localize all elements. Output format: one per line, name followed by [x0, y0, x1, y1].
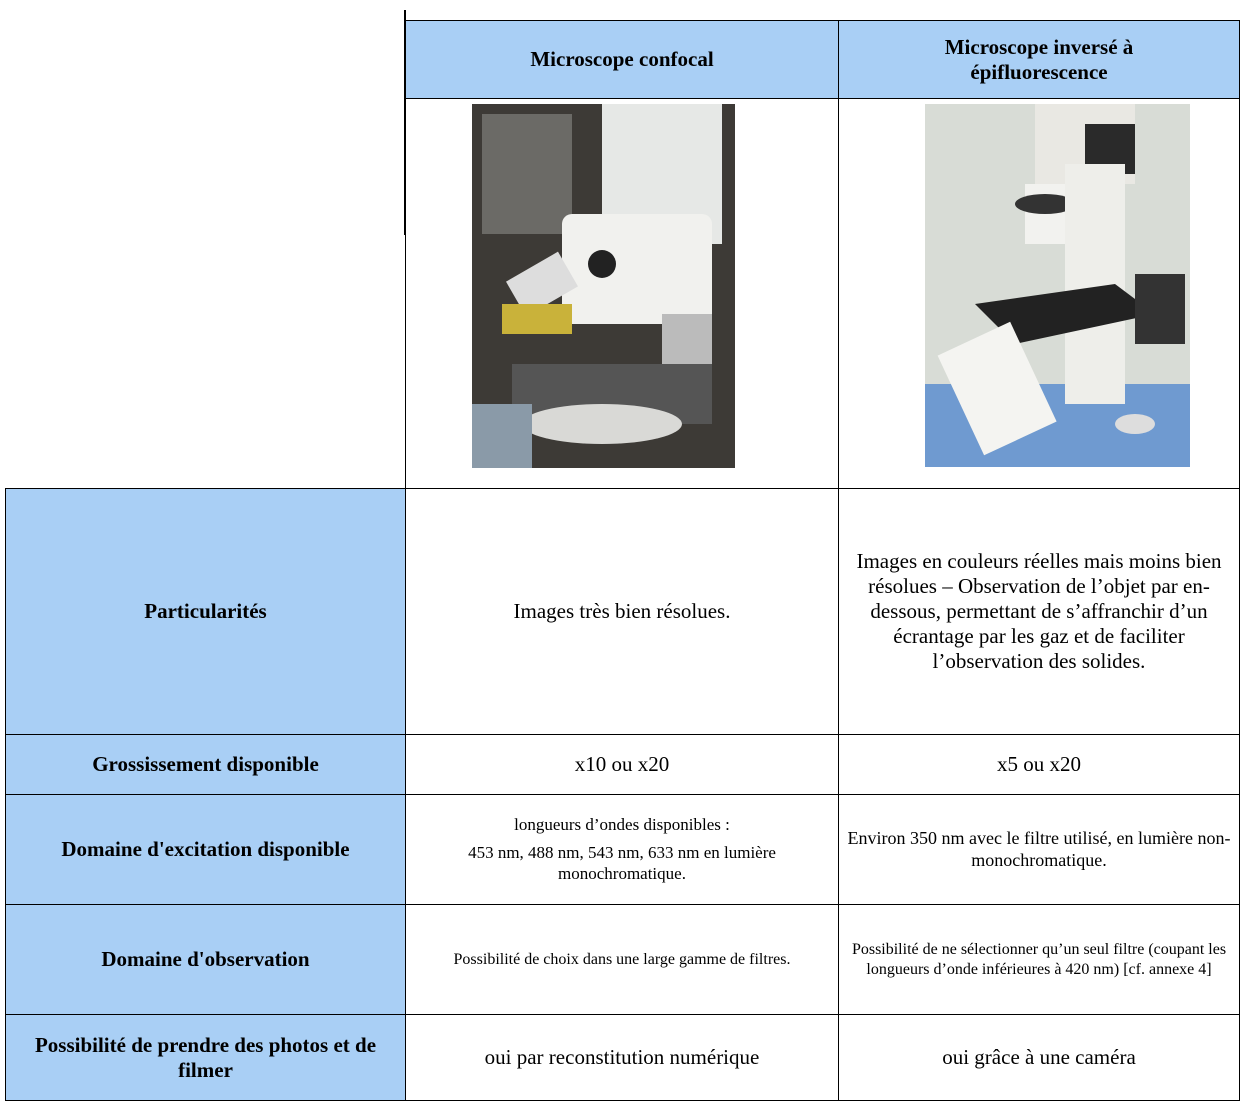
row-label: Domaine d'excitation disponible	[5, 794, 406, 905]
cell: x5 ou x20	[838, 734, 1240, 795]
header-cell: Microscope inversé à épifluorescence	[838, 20, 1240, 99]
paragraph: longueurs d’ondes disponibles :	[514, 814, 730, 834]
cell: Images en couleurs réelles mais moins bi…	[838, 488, 1240, 735]
row-label: Domaine d'observation	[5, 904, 406, 1015]
cell: longueurs d’ondes disponibles : 453 nm, 4…	[405, 794, 839, 905]
cell: Possibilité de ne sélectionner qu’un seu…	[838, 904, 1240, 1015]
cell: Images très bien résolues.	[405, 488, 839, 735]
row-label: Particularités	[5, 488, 406, 735]
cell: Possibilité de choix dans une large gamm…	[405, 904, 839, 1015]
photo-epifluorescence	[925, 104, 1190, 467]
cell: oui par reconstitution numérique	[405, 1014, 839, 1101]
cell: Environ 350 nm avec le filtre utilisé, e…	[838, 794, 1240, 905]
header-cell: Microscope confocal	[405, 20, 839, 99]
cell: x10 ou x20	[405, 734, 839, 795]
cell: oui grâce à une caméra	[838, 1014, 1240, 1101]
row-label: Possibilité de prendre des photos et de …	[5, 1014, 406, 1101]
row-label: Grossissement disponible	[5, 734, 406, 795]
photo-confocal	[472, 104, 735, 468]
paragraph: 453 nm, 488 nm, 543 nm, 633 nm en lumièr…	[468, 843, 776, 883]
